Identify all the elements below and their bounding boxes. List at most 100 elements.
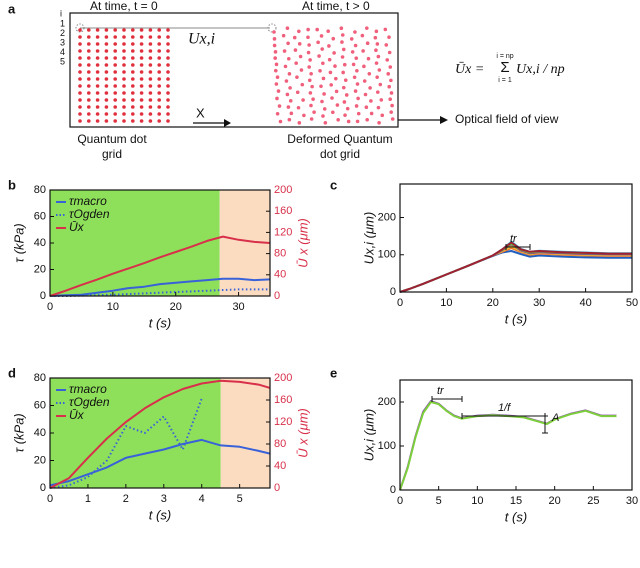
deformed-dot (349, 37, 354, 41)
quantum-dot (95, 49, 100, 53)
y2-tick-label: 200 (274, 184, 292, 196)
quantum-dot (139, 56, 144, 60)
quantum-dot (113, 119, 117, 123)
quantum-dot (104, 35, 109, 39)
y-tick-label: 20 (34, 454, 46, 466)
x-axis-label: t (s) (505, 509, 527, 524)
axes-frame (399, 379, 633, 491)
deformed-dot (355, 119, 360, 124)
quantum-dot (113, 28, 117, 32)
deformed-dot (318, 68, 322, 73)
quantum-dot (104, 105, 109, 109)
deformed-dot (298, 54, 303, 59)
annotation: tr (510, 233, 518, 245)
deformed-dot (356, 111, 361, 116)
deformed-dot (343, 78, 348, 82)
quantum-dot (139, 42, 144, 46)
start-marker (75, 23, 85, 33)
quantum-dot (95, 91, 100, 95)
quantum-dot (139, 119, 144, 123)
quantum-dot (157, 77, 161, 81)
x-tick-label: 4 (199, 493, 205, 505)
x-tick-label: 10 (440, 297, 452, 309)
legend-label: Ūx (69, 408, 85, 422)
deformed-dot (287, 117, 292, 122)
series-line (399, 250, 632, 293)
displacement-label: Ux,i (188, 31, 215, 48)
deformed-dot (364, 105, 369, 110)
deformed-dot (288, 86, 292, 90)
deformed-dot (306, 35, 310, 40)
quantum-dot (104, 91, 109, 95)
deformed-dot (369, 111, 374, 116)
time1-label: At time, t > 0 (302, 0, 370, 13)
y-tick-label: 20 (34, 263, 46, 275)
quantum-dot (157, 49, 161, 53)
deformed-dot (354, 104, 359, 108)
quantum-dot (131, 49, 135, 53)
deformed-dot (323, 120, 328, 125)
panel-letter: c (330, 177, 337, 192)
quantum-dot (87, 98, 91, 102)
quantum-dot (78, 77, 82, 81)
quantum-dot (148, 105, 153, 109)
y2-axis-label: Ū x (μm) (295, 218, 310, 268)
deformed-dot (272, 37, 277, 41)
row-number: 4 (60, 47, 65, 57)
y2-axis-label: Ū x (μm) (295, 408, 310, 458)
quantum-dot (157, 84, 161, 88)
quantum-dot (104, 28, 109, 32)
y2-tick-label: 200 (274, 372, 292, 384)
quantum-dot (157, 91, 161, 95)
legend-label: τmacro (69, 382, 107, 396)
deformed-dot (296, 105, 301, 110)
x-tick-label: 10 (107, 301, 119, 313)
deformed-dot (340, 40, 344, 44)
x-tick-label: 30 (626, 495, 638, 507)
quantum-dot (122, 91, 126, 95)
deformed-dot (342, 100, 347, 104)
deformed-dot (342, 62, 347, 67)
deformed-dot (286, 56, 291, 61)
quantum-dot (139, 70, 144, 74)
deformed-dot (283, 64, 288, 69)
deformed-dot (369, 99, 373, 103)
deformed-dot (388, 65, 393, 69)
deformed-dot (385, 58, 390, 62)
deformed-dot (390, 103, 394, 108)
deformed-dot (309, 71, 313, 76)
x-tick-label: 0 (397, 495, 403, 507)
deformed-dot (351, 62, 356, 67)
series-line (49, 379, 271, 489)
quantum-dot (166, 49, 170, 53)
deformed-dot (331, 110, 335, 115)
deformed-dot (292, 35, 297, 40)
deformed-dot (332, 51, 336, 55)
deformed-dot (330, 96, 334, 100)
deformed-dot (273, 68, 278, 73)
deformed-dot (376, 105, 381, 110)
deformed-dot (286, 41, 290, 46)
y2-tick-label: 40 (274, 460, 286, 472)
quantum-dot (87, 42, 91, 46)
axes-frame (399, 183, 633, 293)
x-tick-label: 15 (510, 495, 522, 507)
quantum-dot (157, 98, 161, 102)
x-tick-label: 10 (471, 495, 483, 507)
deformed-dot (346, 119, 351, 124)
deformed-dot (287, 72, 292, 76)
annotation: tr (437, 385, 445, 397)
quantum-dot (139, 98, 144, 102)
series-line (49, 438, 271, 487)
panel-letter: b (8, 177, 16, 192)
deformed-dot (289, 111, 294, 116)
deformed-dot (284, 79, 289, 83)
deformed-dot (276, 89, 281, 93)
deformed-dot (377, 120, 381, 125)
x-axis-label: t (s) (149, 507, 171, 522)
deformed-dot (297, 29, 301, 34)
deformed-dot (339, 26, 344, 31)
quantum-dot (113, 77, 117, 81)
x-tick-label: 40 (579, 297, 591, 309)
